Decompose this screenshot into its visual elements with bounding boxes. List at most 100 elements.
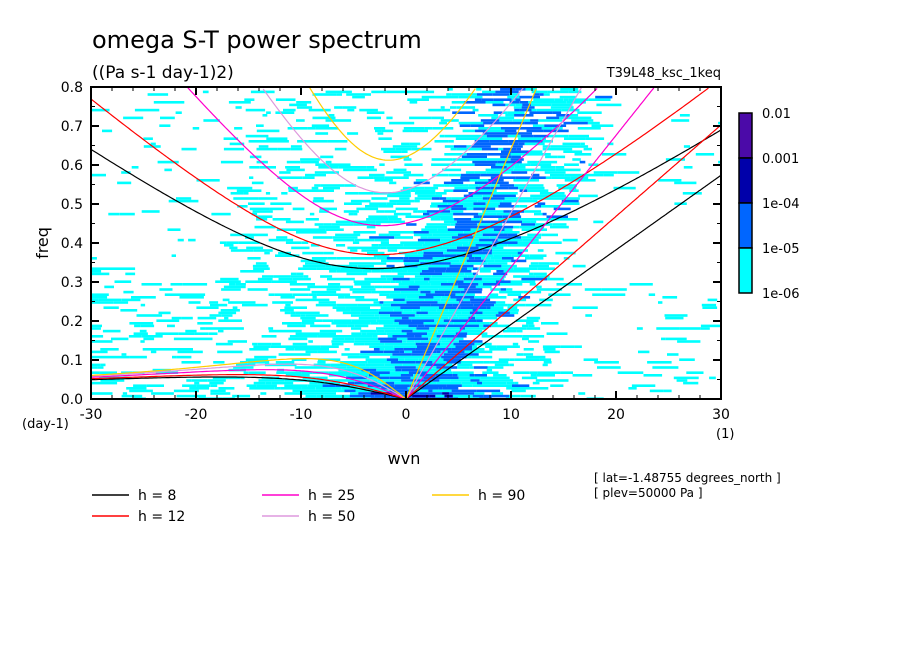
heatmap-cell	[479, 270, 491, 273]
heatmap-cell	[186, 379, 192, 382]
heatmap-cell	[509, 358, 515, 361]
heatmap-cell	[474, 296, 483, 299]
heatmap-cell	[332, 236, 358, 239]
heatmap-cell	[531, 103, 552, 107]
heatmap-cell	[235, 283, 246, 286]
heatmap-cell	[489, 361, 509, 364]
heatmap-cell	[425, 363, 446, 367]
heatmap-cell	[333, 319, 352, 322]
heatmap-cell	[468, 134, 487, 138]
heatmap-cell	[493, 98, 512, 101]
heatmap-cell	[428, 311, 436, 315]
heatmap-cell	[340, 267, 359, 270]
heatmap-cell	[308, 108, 331, 112]
heatmap-cell	[531, 90, 548, 94]
heatmap-cell	[139, 329, 147, 333]
heatmap-cell	[365, 363, 385, 367]
heatmap-cell	[516, 353, 524, 356]
heatmap-cell	[452, 257, 469, 260]
heatmap-cell	[303, 231, 327, 234]
heatmap-cell	[325, 160, 332, 164]
heatmap-cell	[464, 101, 472, 104]
heatmap-cell	[228, 327, 244, 330]
heatmap-cell	[406, 301, 425, 304]
heatmap-cell	[543, 361, 552, 364]
heatmap-cell	[369, 379, 378, 382]
heatmap-cell	[519, 101, 529, 104]
colorbar-label: 1e-06	[762, 287, 800, 302]
heatmap-cell	[371, 197, 388, 200]
heatmap-cell	[272, 218, 291, 221]
heatmap-cell	[455, 223, 478, 226]
heatmap-cell	[572, 158, 581, 161]
heatmap-cell	[268, 387, 274, 390]
heatmap-cell	[387, 249, 398, 252]
heatmap-cell	[319, 332, 336, 335]
heatmap-cell	[381, 387, 388, 390]
heatmap-cell	[296, 101, 312, 104]
heatmap-cell	[524, 121, 538, 125]
heatmap-cell	[383, 301, 407, 304]
heatmap-cell	[156, 319, 180, 322]
heatmap-cell	[359, 384, 368, 387]
heatmap-cell	[387, 194, 411, 198]
heatmap-cell	[350, 257, 377, 260]
heatmap-cell	[537, 371, 561, 374]
heatmap-cell	[287, 324, 306, 328]
heatmap-cell	[677, 340, 701, 343]
heatmap-cell	[522, 324, 529, 328]
heatmap-cell	[373, 348, 380, 351]
heatmap-cell	[424, 225, 447, 229]
heatmap-cell	[222, 298, 230, 302]
heatmap-cell	[450, 106, 457, 109]
heatmap-cell	[505, 163, 514, 166]
heatmap-cell	[378, 322, 387, 325]
heatmap-cell	[435, 374, 453, 377]
heatmap-cell	[243, 192, 249, 195]
heatmap-cell	[511, 121, 525, 125]
heatmap-cell	[120, 309, 138, 312]
heatmap-cell	[218, 329, 224, 333]
heatmap-cell	[185, 329, 197, 333]
heatmap-cell	[474, 236, 490, 239]
heatmap-cell	[643, 374, 663, 377]
heatmap-cell	[638, 350, 650, 354]
heatmap-cell	[292, 207, 305, 211]
heatmap-cell	[414, 280, 429, 283]
heatmap-cell	[378, 337, 397, 341]
heatmap-cell	[532, 197, 546, 200]
heatmap-cell	[318, 225, 335, 229]
heatmap-cell	[519, 298, 527, 302]
heatmap-cell	[319, 210, 329, 213]
heatmap-cell	[260, 392, 267, 395]
heatmap-cell	[511, 259, 527, 263]
heatmap-cell	[176, 101, 185, 104]
heatmap-cell	[229, 142, 245, 146]
heatmap-cell	[335, 90, 352, 94]
heatmap-cell	[367, 361, 391, 364]
heatmap-cell	[155, 371, 179, 374]
heatmap-cell	[490, 142, 513, 146]
heatmap-cell	[192, 127, 200, 130]
heatmap-cell	[314, 223, 324, 226]
heatmap-cell	[572, 306, 578, 309]
heatmap-cell	[529, 254, 547, 257]
heatmap-cell	[435, 345, 456, 348]
heatmap-cell	[220, 160, 244, 164]
heatmap-cell	[220, 309, 240, 312]
heatmap-cell	[371, 270, 381, 273]
heatmap-cell	[320, 345, 339, 348]
heatmap-cell	[386, 116, 393, 120]
heatmap-cell	[550, 173, 565, 177]
y-tick-label: 0.0	[61, 392, 83, 408]
x-tick-label: 30	[712, 407, 730, 423]
heatmap-cell	[453, 283, 458, 286]
heatmap-cell	[194, 381, 200, 385]
heatmap-cell	[300, 316, 316, 320]
heatmap-cell	[228, 101, 251, 104]
heatmap-cell	[406, 340, 415, 343]
heatmap-cell	[431, 173, 449, 177]
heatmap-cell	[275, 361, 295, 364]
heatmap-cell	[289, 335, 312, 338]
heatmap-cell	[314, 171, 339, 174]
